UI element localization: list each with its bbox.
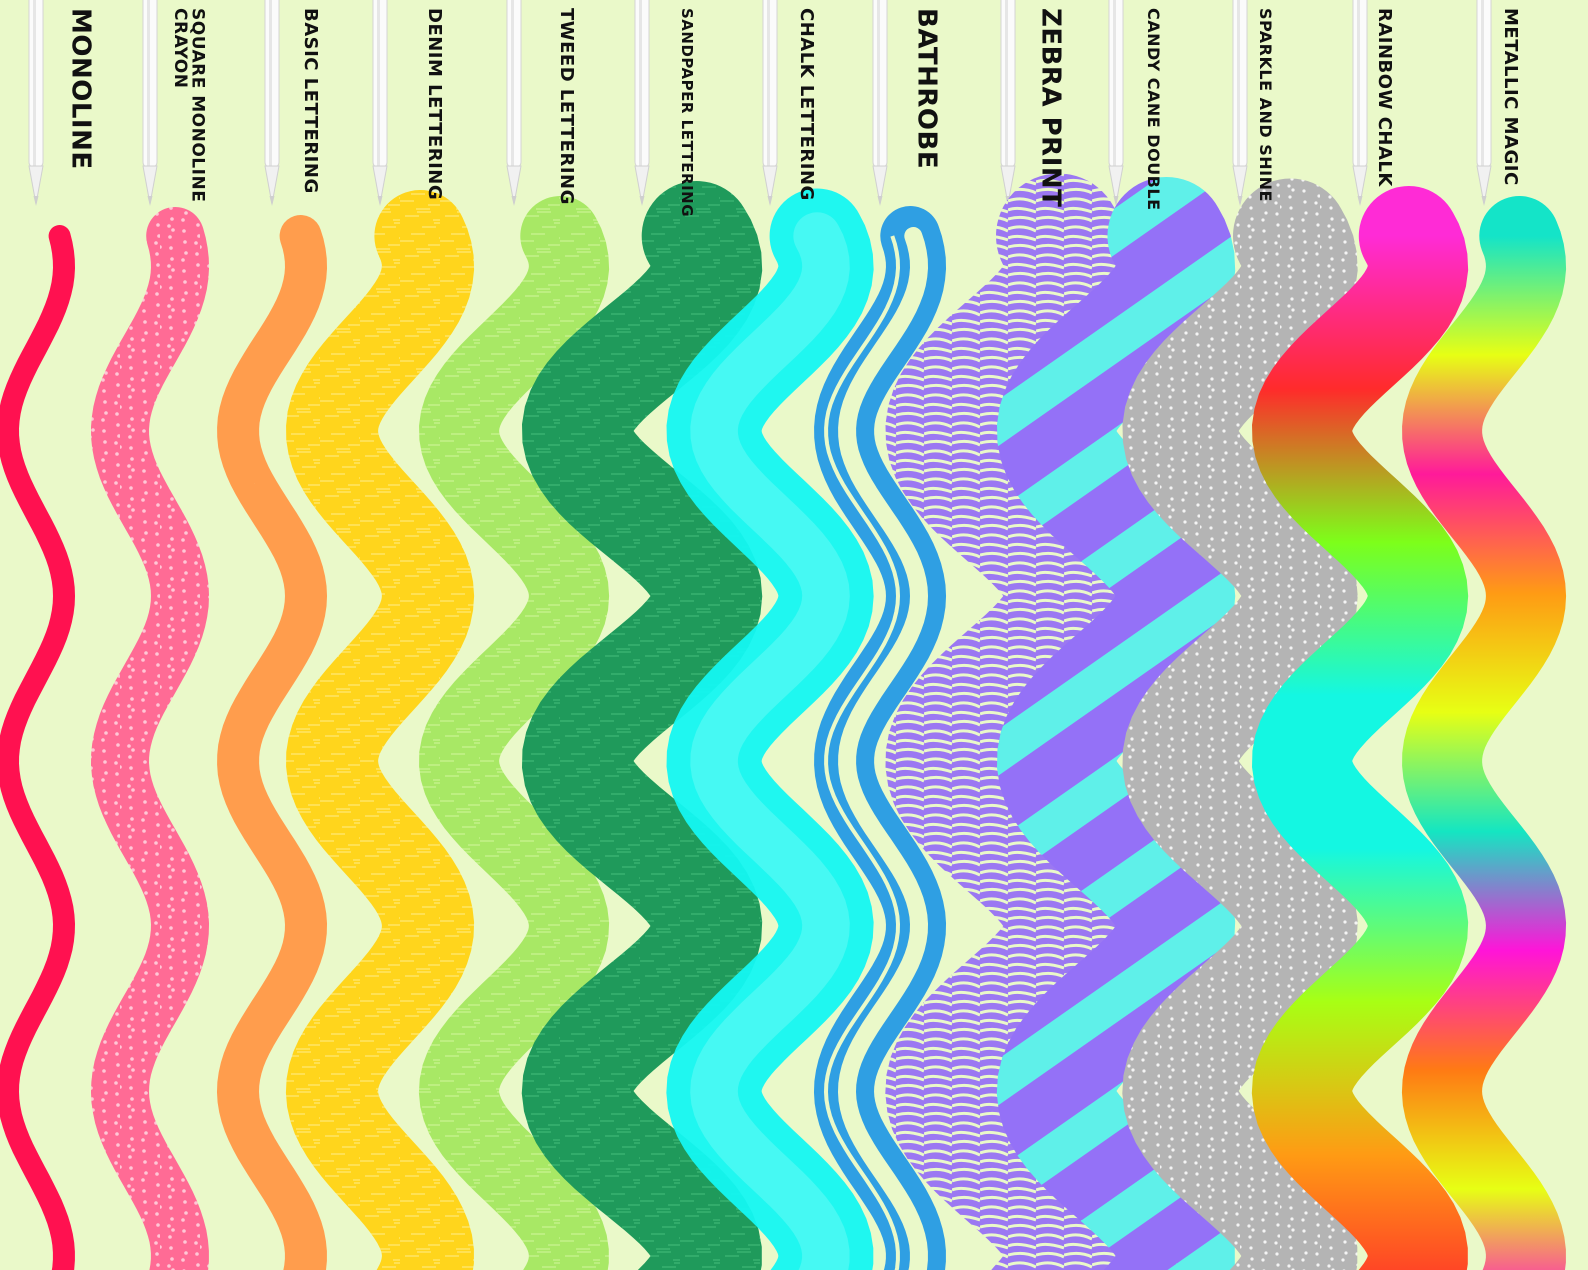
brush-label-basic-lettering: Basic Lettering — [299, 8, 321, 194]
pencil-icon — [762, 0, 778, 206]
brush-label-rainbow-chalk: Rainbow Chalk — [1373, 8, 1395, 187]
rainbow-chalk-stroke — [1251, 186, 1469, 1270]
sparkle-and-shine-stroke — [1122, 178, 1358, 1270]
chalk-lettering-stroke — [666, 188, 874, 1270]
brush-label-bathrobe: Bathrobe — [911, 8, 942, 170]
pencil-icon — [1108, 0, 1124, 206]
pencil-icon — [264, 0, 280, 206]
pencil-icon — [872, 0, 888, 206]
pencil-icon — [142, 0, 158, 206]
pencil-icon — [1000, 0, 1016, 206]
pencil-icon — [372, 0, 388, 206]
brush-label-monoline: Monoline — [65, 8, 96, 170]
pencil-icon — [634, 0, 650, 206]
square-monoline-crayon-stroke — [90, 207, 210, 1270]
pencil-icon — [1352, 0, 1368, 206]
pencil-icon — [506, 0, 522, 206]
brush-label-chalk-lettering: Chalk Lettering — [795, 8, 817, 201]
metallic-magic-stroke — [1401, 196, 1567, 1270]
pencil-icon — [1232, 0, 1248, 206]
bathrobe-stroke — [813, 206, 947, 1270]
brush-label-denim-lettering: Denim Lettering — [423, 8, 445, 201]
brush-label-square-monoline-crayon: Square Monoline Crayon — [169, 8, 208, 203]
brush-label-zebra-print: Zebra Print — [1035, 8, 1066, 208]
zebra-print-stroke — [885, 173, 1131, 1270]
basic-lettering-stroke — [216, 215, 328, 1270]
candy-cane-double-stroke — [996, 177, 1236, 1270]
pencil-icon — [28, 0, 44, 206]
brush-label-sandpaper-lettering: Sandpaper Lettering — [677, 8, 696, 218]
brush-label-sparkle-and-shine: Sparkle and Shine — [1255, 8, 1275, 202]
denim-lettering-stroke — [285, 190, 475, 1270]
sandpaper-lettering-stroke — [521, 181, 763, 1270]
monoline-stroke — [0, 225, 76, 1270]
tweed-lettering-stroke — [418, 196, 610, 1270]
brush-label-candy-cane-double: Candy Cane Double — [1143, 8, 1163, 211]
brush-label-tweed-lettering: Tweed Lettering — [555, 8, 577, 205]
brush-label-metallic-magic: Metallic Magic — [1499, 8, 1521, 186]
pencil-icon — [1476, 0, 1492, 206]
